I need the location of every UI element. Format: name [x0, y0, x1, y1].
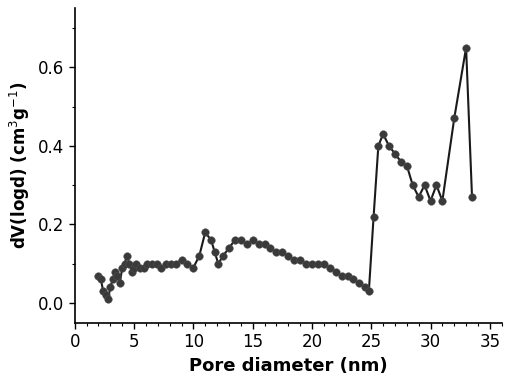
Y-axis label: dV(logd) (cm$^3$g$^{-1}$): dV(logd) (cm$^3$g$^{-1}$) [8, 82, 33, 249]
X-axis label: Pore diameter (nm): Pore diameter (nm) [188, 357, 387, 375]
